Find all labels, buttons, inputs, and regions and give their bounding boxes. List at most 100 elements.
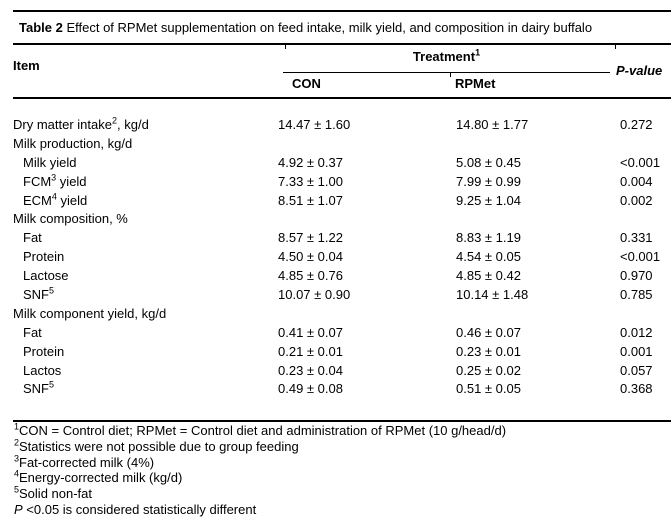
- p-value: <0.001: [620, 249, 661, 265]
- p-value: 0.002: [620, 192, 653, 208]
- table-caption-text: Effect of RPMet supplementation on feed …: [62, 20, 593, 35]
- item-cell: Fat: [23, 229, 42, 248]
- p-value: 0.331: [620, 230, 653, 246]
- item-label: ECM: [23, 192, 52, 208]
- footnote-text: Statistics were not possible due to grou…: [19, 438, 299, 454]
- rpmet-value: 4.54 ± 0.05: [456, 249, 521, 265]
- body-bottom-rule: [13, 420, 671, 422]
- treatment-label: Treatment: [412, 49, 476, 64]
- item-cell: FCM3 yield: [23, 173, 87, 192]
- item-label: Milk yield: [23, 154, 77, 170]
- footnote-marker: 1: [14, 421, 20, 432]
- p-value: 0.004: [620, 173, 653, 189]
- footnote-marker: 2: [14, 437, 20, 448]
- con-value: 4.85 ± 0.76: [278, 268, 343, 284]
- con-value: 8.57 ± 1.22: [278, 230, 343, 246]
- rpmet-value: 5.08 ± 0.45: [456, 154, 521, 170]
- table-body: Dry matter intake2, kg/d 14.47 ± 1.60 14…: [13, 116, 671, 399]
- item-superscript: 2: [111, 115, 117, 126]
- con-value: 0.41 ± 0.07: [278, 324, 343, 340]
- top-rule: [13, 10, 671, 12]
- table-row: Fat 8.57 ± 1.22 8.83 ± 1.19 0.331: [13, 229, 671, 248]
- con-value: 8.51 ± 1.07: [278, 192, 343, 208]
- con-value: 4.92 ± 0.37: [278, 154, 343, 170]
- item-label: Lactos: [23, 362, 62, 378]
- item-label: FCM: [23, 173, 52, 189]
- item-cell: Lactos: [23, 362, 61, 381]
- p-value: 0.272: [620, 117, 653, 132]
- item-label: Milk composition, %: [13, 211, 128, 227]
- table-row: Dry matter intake2, kg/d 14.47 ± 1.60 14…: [13, 116, 671, 135]
- rpmet-value: 0.25 ± 0.02: [456, 362, 521, 378]
- con-value: 0.21 ± 0.01: [278, 343, 343, 359]
- item-cell: SNF5: [23, 380, 54, 399]
- item-label: Lactose: [23, 268, 69, 284]
- footnote-text: Solid non-fat: [19, 486, 93, 502]
- footnote: 3Fat-corrected milk (4%): [14, 453, 671, 471]
- footnote: 2Statistics were not possible due to gro…: [14, 437, 671, 455]
- item-cell: Protein: [23, 248, 64, 267]
- table-row: Protein 4.50 ± 0.04 4.54 ± 0.05 <0.001: [13, 248, 671, 267]
- item-label-suffix: yield: [56, 173, 87, 189]
- footnote: 5Solid non-fat: [14, 484, 671, 502]
- item-superscript: 4: [51, 191, 57, 202]
- item-label: Fat: [23, 324, 42, 340]
- treatment-column-header: Treatment1: [283, 48, 610, 64]
- item-superscript: 3: [51, 172, 57, 183]
- rpmet-value: 0.51 ± 0.05: [456, 381, 521, 397]
- treatment-divider-tick: [450, 73, 451, 77]
- con-value: 4.50 ± 0.04: [278, 249, 343, 265]
- table-caption: Table 2 Effect of RPMet supplementation …: [19, 20, 592, 35]
- item-cell: ECM4 yield: [23, 192, 87, 211]
- item-cell: SNF5: [23, 286, 54, 305]
- footnote: P <0.05 is considered statistically diff…: [14, 502, 671, 518]
- rpmet-value: 8.83 ± 1.19: [456, 230, 521, 246]
- table-row: Protein 0.21 ± 0.01 0.23 ± 0.01 0.001: [13, 343, 671, 362]
- column-divider-tick: [615, 44, 616, 49]
- item-superscript: 5: [49, 285, 55, 296]
- rpmet-value: 0.23 ± 0.01: [456, 343, 521, 359]
- column-divider-tick: [285, 44, 286, 49]
- table-row: SNF5 0.49 ± 0.08 0.51 ± 0.05 0.368: [13, 380, 671, 399]
- footnote-p-symbol: P: [14, 501, 23, 517]
- rpmet-value: 7.99 ± 0.99: [456, 173, 521, 189]
- table-row: SNF5 10.07 ± 0.90 10.14 ± 1.48 0.785: [13, 286, 671, 305]
- con-value: 7.33 ± 1.00: [278, 173, 343, 189]
- table-section-row: Milk production, kg/d: [13, 135, 671, 154]
- p-value: 0.368: [620, 381, 653, 397]
- table-row: Lactose 4.85 ± 0.76 4.85 ± 0.42 0.970: [13, 267, 671, 286]
- item-cell: Milk production, kg/d: [13, 135, 132, 154]
- rpmet-value: 10.14 ± 1.48: [456, 287, 529, 303]
- table-section-row: Milk composition, %: [13, 210, 671, 229]
- con-value: 0.23 ± 0.04: [278, 362, 343, 378]
- item-label: Protein: [23, 343, 65, 359]
- con-value: 10.07 ± 0.90: [278, 287, 351, 303]
- rpmet-column-header: RPMet: [455, 76, 496, 91]
- rpmet-value: 9.25 ± 1.04: [456, 192, 521, 208]
- footnote-text: <0.05 is considered statistically differ…: [22, 501, 257, 517]
- footnote-marker: 5: [14, 484, 20, 495]
- rpmet-value: 14.80 ± 1.77: [456, 117, 529, 132]
- item-column-header: Item: [13, 58, 40, 73]
- item-label: Fat: [23, 230, 42, 246]
- item-cell: Fat: [23, 324, 42, 343]
- p-value: 0.785: [620, 287, 653, 303]
- title-bottom-rule: [13, 43, 671, 45]
- table-row: FCM3 yield 7.33 ± 1.00 7.99 ± 0.99 0.004: [13, 173, 671, 192]
- item-cell: Milk yield: [23, 154, 76, 173]
- item-superscript: 5: [49, 380, 55, 391]
- footnote: 1CON = Control diet; RPMet = Control die…: [14, 421, 671, 439]
- item-cell: Milk component yield, kg/d: [13, 305, 166, 324]
- p-value: 0.001: [620, 343, 653, 359]
- footnote-text: Fat-corrected milk (4%): [19, 454, 155, 470]
- footnote-marker: 3: [14, 453, 20, 464]
- item-label: SNF: [23, 287, 49, 303]
- pvalue-column-header: P-value: [616, 63, 663, 78]
- footnote: 4Energy-corrected milk (kg/d): [14, 470, 671, 486]
- p-value: <0.001: [620, 154, 661, 170]
- item-cell: Milk composition, %: [13, 210, 128, 229]
- table-section-row: Milk component yield, kg/d: [13, 305, 671, 324]
- table-row: Lactos 0.23 ± 0.04 0.25 ± 0.02 0.057: [13, 362, 671, 381]
- treatment-spanner-rule: [283, 72, 610, 73]
